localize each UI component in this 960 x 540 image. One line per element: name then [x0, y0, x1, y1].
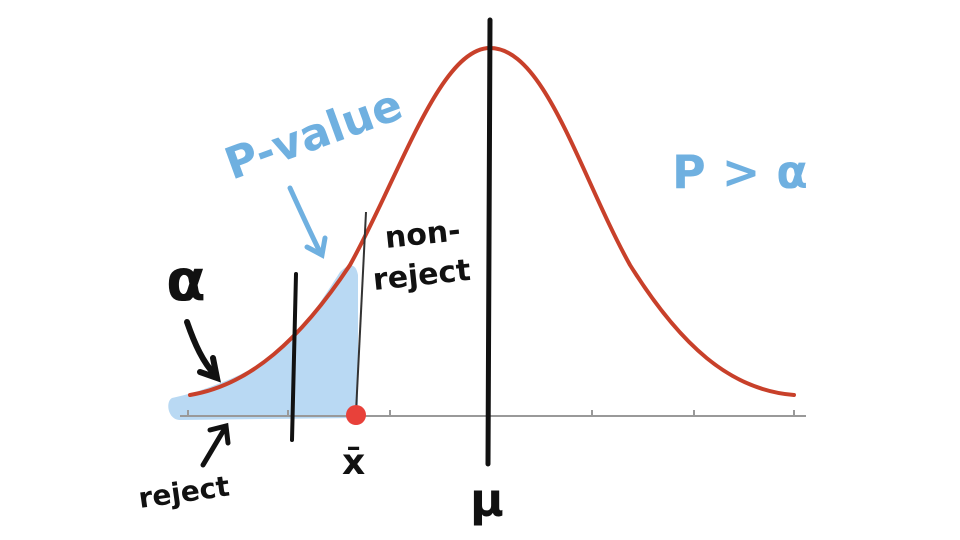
alpha-arrow — [184, 319, 221, 383]
p-value-arrow — [287, 185, 328, 259]
non-reject-label-line1: non- — [383, 213, 462, 256]
x-bar-label: x̄ — [342, 442, 365, 483]
reject-label: reject — [136, 470, 231, 515]
alpha-label: α — [166, 246, 206, 314]
sample-mean-point — [346, 405, 366, 425]
p-value-shaded-region — [168, 265, 358, 420]
critical-value-line — [290, 272, 298, 442]
p-value-label: P-value — [218, 79, 409, 190]
axis-ticks — [187, 410, 795, 416]
p-greater-alpha-label: P > α — [672, 145, 808, 199]
sample-mean-line — [355, 211, 367, 413]
mean-line — [485, 17, 493, 467]
mu-label: μ — [470, 473, 504, 527]
non-reject-label-line2: reject — [371, 253, 472, 298]
reject-arrow — [200, 422, 231, 468]
